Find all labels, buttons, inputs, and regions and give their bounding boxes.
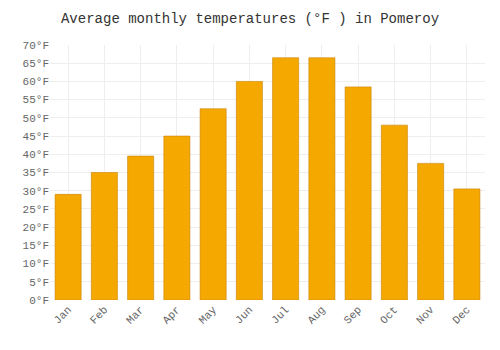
svg-text:35°F: 35°F [23,167,49,179]
svg-text:15°F: 15°F [23,240,49,252]
svg-text:Average monthly temperatures (: Average monthly temperatures (°F ) in Po… [61,11,439,27]
svg-text:Mar: Mar [124,304,146,326]
svg-text:Nov: Nov [414,304,437,327]
svg-text:May: May [197,304,220,327]
svg-text:25°F: 25°F [23,204,49,216]
svg-text:60°F: 60°F [23,76,49,88]
svg-text:30°F: 30°F [23,186,49,198]
svg-text:Aug: Aug [305,304,327,326]
svg-text:Dec: Dec [450,304,472,326]
svg-text:50°F: 50°F [23,113,49,125]
svg-text:65°F: 65°F [23,58,49,70]
svg-text:Apr: Apr [160,304,182,326]
svg-text:70°F: 70°F [23,40,49,52]
svg-text:45°F: 45°F [23,131,49,143]
svg-text:Jun: Jun [233,304,255,326]
svg-text:0°F: 0°F [29,295,49,307]
svg-text:Feb: Feb [88,304,110,326]
svg-text:40°F: 40°F [23,149,49,161]
svg-text:5°F: 5°F [29,277,49,289]
svg-text:20°F: 20°F [23,222,49,234]
svg-text:Sep: Sep [342,304,364,326]
svg-text:10°F: 10°F [23,258,49,270]
svg-text:Jan: Jan [52,304,74,326]
svg-text:Oct: Oct [378,304,400,326]
svg-text:Jul: Jul [269,304,291,326]
svg-text:55°F: 55°F [23,94,49,106]
